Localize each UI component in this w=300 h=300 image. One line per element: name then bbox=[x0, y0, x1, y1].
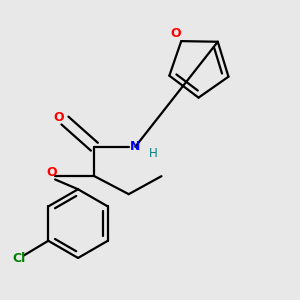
Text: O: O bbox=[170, 27, 181, 40]
Text: N: N bbox=[130, 140, 140, 153]
Text: O: O bbox=[53, 111, 64, 124]
Text: O: O bbox=[46, 167, 57, 179]
Text: H: H bbox=[149, 147, 158, 160]
Text: Cl: Cl bbox=[12, 252, 26, 265]
